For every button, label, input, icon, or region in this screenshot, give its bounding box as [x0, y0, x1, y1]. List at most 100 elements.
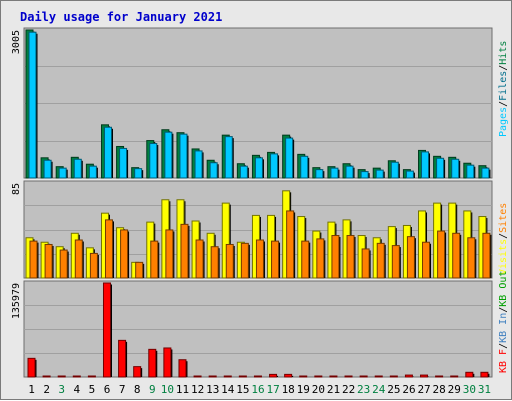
x-tick-label: 18: [282, 383, 295, 396]
x-tick-label: 25: [387, 383, 400, 396]
bar-files: [180, 134, 187, 178]
bar-kbytes: [436, 376, 443, 377]
legend-text: KB F/KB In/KB Out: [498, 271, 509, 373]
bar-sites: [317, 239, 324, 278]
x-tick-label: 9: [149, 383, 156, 396]
bar-files: [135, 169, 142, 178]
bar-sites: [423, 242, 430, 278]
bar-sites: [211, 247, 218, 278]
legend-entry: Hits: [498, 41, 509, 65]
bar-sites: [121, 230, 128, 278]
bar-kbytes: [360, 376, 367, 377]
bar-kbytes: [149, 349, 156, 377]
bar-kbytes: [164, 348, 171, 377]
bar-sites: [483, 233, 490, 278]
bar-sites: [302, 241, 309, 278]
bar-files: [74, 159, 81, 178]
x-tick-label: 21: [327, 383, 340, 396]
bar-files: [240, 166, 247, 178]
x-tick-label: 24: [372, 383, 386, 396]
bar-sites: [45, 244, 52, 278]
bar-kbytes: [103, 283, 110, 377]
bar-sites: [151, 241, 158, 278]
x-tick-label: 26: [402, 383, 415, 396]
x-tick-label: 1: [28, 383, 35, 396]
bar-files: [120, 148, 127, 178]
bar-sites: [30, 241, 37, 278]
bar-files: [391, 162, 398, 178]
bar-kbytes: [43, 376, 50, 377]
bar-files: [104, 127, 111, 178]
bar-kbytes: [254, 376, 261, 377]
y-max-label-bottom: 135979: [11, 283, 22, 319]
bar-files: [271, 154, 278, 178]
x-tick-label: 17: [266, 383, 279, 396]
bar-files: [406, 171, 413, 178]
bar-files: [44, 160, 51, 178]
x-tick-label: 27: [417, 383, 430, 396]
bar-kbytes: [315, 376, 322, 377]
bar-kbytes: [300, 376, 307, 377]
x-tick-label: 20: [312, 383, 325, 396]
bar-sites: [136, 262, 143, 278]
bar-kbytes: [119, 340, 126, 377]
bar-files: [89, 166, 96, 178]
y-max-label-top: 3005: [11, 30, 22, 54]
bar-kbytes: [375, 376, 382, 377]
bar-sites: [468, 238, 475, 278]
panel-kbytes: [24, 281, 492, 377]
legend-bottom: KB F/KB In/KB Out: [498, 271, 509, 373]
bar-kbytes: [285, 374, 292, 377]
chart-title: Daily usage for January 2021: [20, 10, 222, 24]
bar-sites: [90, 253, 97, 278]
x-tick-label: 4: [74, 383, 81, 396]
x-tick-label: 7: [119, 383, 126, 396]
bar-files: [225, 137, 232, 178]
bar-kbytes: [224, 376, 231, 377]
bar-kbytes: [405, 375, 412, 377]
bar-files: [467, 165, 474, 178]
x-tick-label: 28: [433, 383, 446, 396]
x-tick-label: 15: [236, 383, 249, 396]
bar-kbytes: [466, 372, 473, 377]
x-tick-label: 2: [43, 383, 50, 396]
bar-kbytes: [73, 376, 80, 377]
bar-sites: [332, 236, 339, 278]
legend-entry: KB Out: [498, 271, 509, 307]
bar-sites: [256, 240, 263, 278]
legend-entry: Sites: [498, 203, 509, 233]
y-max-label-middle: 85: [11, 183, 22, 195]
bar-sites: [287, 211, 294, 278]
bar-kbytes: [481, 372, 488, 377]
bar-kbytes: [270, 374, 277, 377]
x-tick-label: 11: [176, 383, 189, 396]
bar-sites: [407, 237, 414, 278]
bar-kbytes: [345, 376, 352, 377]
bar-sites: [362, 249, 369, 278]
legend-entry: KB F: [498, 349, 509, 373]
bar-sites: [347, 236, 354, 278]
panel-pages-files-hits: [24, 28, 492, 178]
bar-sites: [105, 220, 112, 278]
x-tick-label: 22: [342, 383, 355, 396]
bar-files: [316, 170, 323, 178]
bar-sites: [181, 224, 188, 278]
bar-kbytes: [179, 360, 186, 377]
bar-kbytes: [134, 367, 141, 377]
x-tick-label: 23: [357, 383, 370, 396]
x-tick-label: 3: [58, 383, 65, 396]
legend-text: Visits/Sites: [498, 203, 509, 275]
bar-sites: [272, 241, 279, 278]
bar-sites: [75, 240, 82, 278]
bar-files: [210, 163, 217, 178]
bar-kbytes: [390, 376, 397, 377]
bar-files: [286, 138, 293, 178]
x-tick-label: 19: [297, 383, 310, 396]
x-tick-label: 8: [134, 383, 141, 396]
bar-kbytes: [209, 376, 216, 377]
x-tick-label: 10: [161, 383, 174, 396]
x-tick-label: 31: [478, 383, 491, 396]
bar-sites: [226, 244, 233, 278]
bar-files: [195, 151, 202, 178]
